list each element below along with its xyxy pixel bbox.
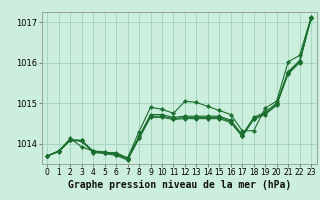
X-axis label: Graphe pression niveau de la mer (hPa): Graphe pression niveau de la mer (hPa) <box>68 180 291 190</box>
